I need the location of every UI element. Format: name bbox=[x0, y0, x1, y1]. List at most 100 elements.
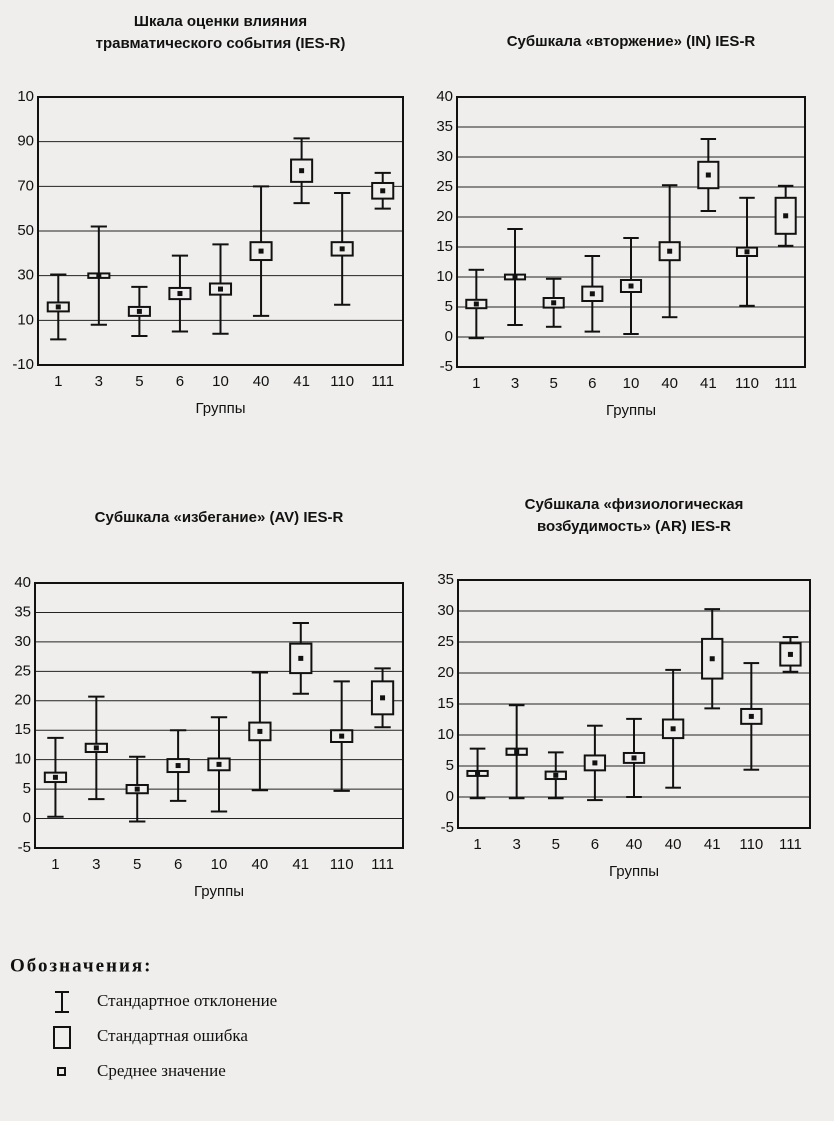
mean-marker bbox=[216, 761, 222, 767]
mean-marker bbox=[339, 246, 345, 252]
x-tick-label: 41 bbox=[293, 373, 310, 390]
y-tick-label: 70 bbox=[17, 177, 34, 194]
mean-marker bbox=[589, 291, 595, 297]
x-tick-label: 5 bbox=[552, 836, 560, 853]
x-tick-label: 111 bbox=[774, 375, 797, 392]
mean-marker bbox=[783, 213, 789, 219]
mean-marker bbox=[177, 291, 183, 297]
x-tick-label: 111 bbox=[371, 856, 394, 873]
mean-marker bbox=[667, 248, 673, 254]
mean-marker bbox=[512, 274, 518, 280]
y-tick-label: 15 bbox=[437, 695, 454, 712]
mean-marker bbox=[339, 733, 345, 739]
mean-marker bbox=[475, 770, 481, 776]
plot-frame bbox=[457, 579, 811, 829]
mean-marker bbox=[628, 283, 634, 289]
x-tick-label: 5 bbox=[549, 375, 557, 392]
x-tick-label: 1 bbox=[473, 836, 481, 853]
x-axis-label: Группы bbox=[609, 863, 659, 880]
legend-item: Стандартная ошибка bbox=[97, 1026, 248, 1045]
mean-marker bbox=[551, 300, 557, 306]
legend-item: Стандартное отклонение bbox=[97, 991, 277, 1010]
mean-marker bbox=[93, 745, 99, 751]
y-tick-label: 15 bbox=[436, 238, 453, 255]
y-tick-label: 30 bbox=[14, 633, 31, 650]
chart-title: Шкала оценки влияния bbox=[134, 13, 307, 30]
y-tick-label: 20 bbox=[436, 208, 453, 225]
x-tick-label: 5 bbox=[133, 856, 141, 873]
x-tick-label: 1 bbox=[54, 373, 62, 390]
y-tick-label: -10 bbox=[12, 356, 34, 373]
mean-marker bbox=[298, 655, 304, 661]
x-tick-label: 10 bbox=[623, 375, 640, 392]
plot-frame bbox=[37, 96, 404, 366]
mean-marker bbox=[670, 726, 676, 732]
x-tick-label: 41 bbox=[292, 856, 309, 873]
y-tick-label: 40 bbox=[436, 88, 453, 105]
x-tick-label: 1 bbox=[51, 856, 59, 873]
x-tick-label: 40 bbox=[661, 375, 678, 392]
mean-marker bbox=[134, 786, 140, 792]
x-tick-label: 3 bbox=[512, 836, 520, 853]
mean-marker bbox=[258, 248, 264, 254]
mean-marker bbox=[175, 763, 181, 769]
y-tick-label: 40 bbox=[14, 574, 31, 591]
x-tick-label: 110 bbox=[330, 373, 354, 390]
y-tick-label: 30 bbox=[436, 148, 453, 165]
x-axis-label: Группы bbox=[606, 402, 656, 419]
mean-marker bbox=[218, 286, 223, 292]
x-axis-label: Группы bbox=[194, 883, 244, 900]
y-tick-label: 5 bbox=[23, 780, 31, 797]
y-tick-label: 35 bbox=[437, 571, 454, 588]
y-tick-label: 5 bbox=[446, 757, 454, 774]
y-tick-label: 20 bbox=[437, 664, 454, 681]
y-tick-label: 10 bbox=[14, 751, 31, 768]
x-tick-label: 40 bbox=[665, 836, 682, 853]
mean-marker bbox=[96, 273, 102, 279]
y-tick-label: 30 bbox=[17, 267, 34, 284]
mean-marker bbox=[709, 656, 715, 662]
x-tick-label: 6 bbox=[591, 836, 599, 853]
y-tick-label: 35 bbox=[436, 118, 453, 135]
y-tick-label: 25 bbox=[436, 178, 453, 195]
x-tick-label: 110 bbox=[330, 856, 354, 873]
mean-marker bbox=[52, 774, 58, 780]
y-tick-label: -5 bbox=[440, 358, 453, 375]
x-tick-label: 3 bbox=[92, 856, 100, 873]
mean-marker bbox=[748, 713, 754, 719]
x-tick-label: 40 bbox=[252, 856, 269, 873]
y-tick-label: 10 bbox=[437, 726, 454, 743]
x-tick-label: 5 bbox=[135, 373, 143, 390]
mean-marker bbox=[136, 308, 142, 314]
x-tick-label: 110 bbox=[739, 836, 763, 853]
mean-marker bbox=[631, 755, 637, 761]
y-tick-label: 15 bbox=[14, 721, 31, 738]
x-tick-label: 1 bbox=[472, 375, 480, 392]
x-tick-label: 110 bbox=[735, 375, 759, 392]
mean-marker bbox=[553, 772, 559, 778]
legend-mean-icon bbox=[57, 1067, 66, 1076]
y-tick-label: 0 bbox=[446, 788, 454, 805]
y-tick-label: 90 bbox=[17, 133, 34, 150]
mean-marker bbox=[705, 172, 711, 178]
x-tick-label: 41 bbox=[704, 836, 721, 853]
x-tick-label: 3 bbox=[511, 375, 519, 392]
mean-marker bbox=[299, 168, 305, 174]
mean-marker bbox=[473, 301, 479, 307]
chart-title: Субшкала «вторжение» (IN) IES-R bbox=[507, 33, 756, 50]
y-tick-label: 0 bbox=[445, 328, 453, 345]
legend-title: Обозначения: bbox=[10, 955, 153, 976]
x-tick-label: 3 bbox=[95, 373, 103, 390]
x-axis-label: Группы bbox=[196, 400, 246, 417]
y-tick-label: 10 bbox=[436, 268, 453, 285]
chart-title: Субшкала «физиологическая bbox=[525, 496, 744, 513]
mean-marker bbox=[787, 651, 793, 657]
legend-item: Среднее значение bbox=[97, 1061, 226, 1080]
chart-title: возбудимость» (AR) IES-R bbox=[537, 518, 731, 535]
y-tick-label: -5 bbox=[18, 839, 31, 856]
mean-marker bbox=[55, 304, 61, 310]
chart-title: Субшкала «избегание» (AV) IES-R bbox=[95, 509, 344, 526]
y-tick-label: 20 bbox=[14, 692, 31, 709]
mean-marker bbox=[380, 695, 386, 701]
